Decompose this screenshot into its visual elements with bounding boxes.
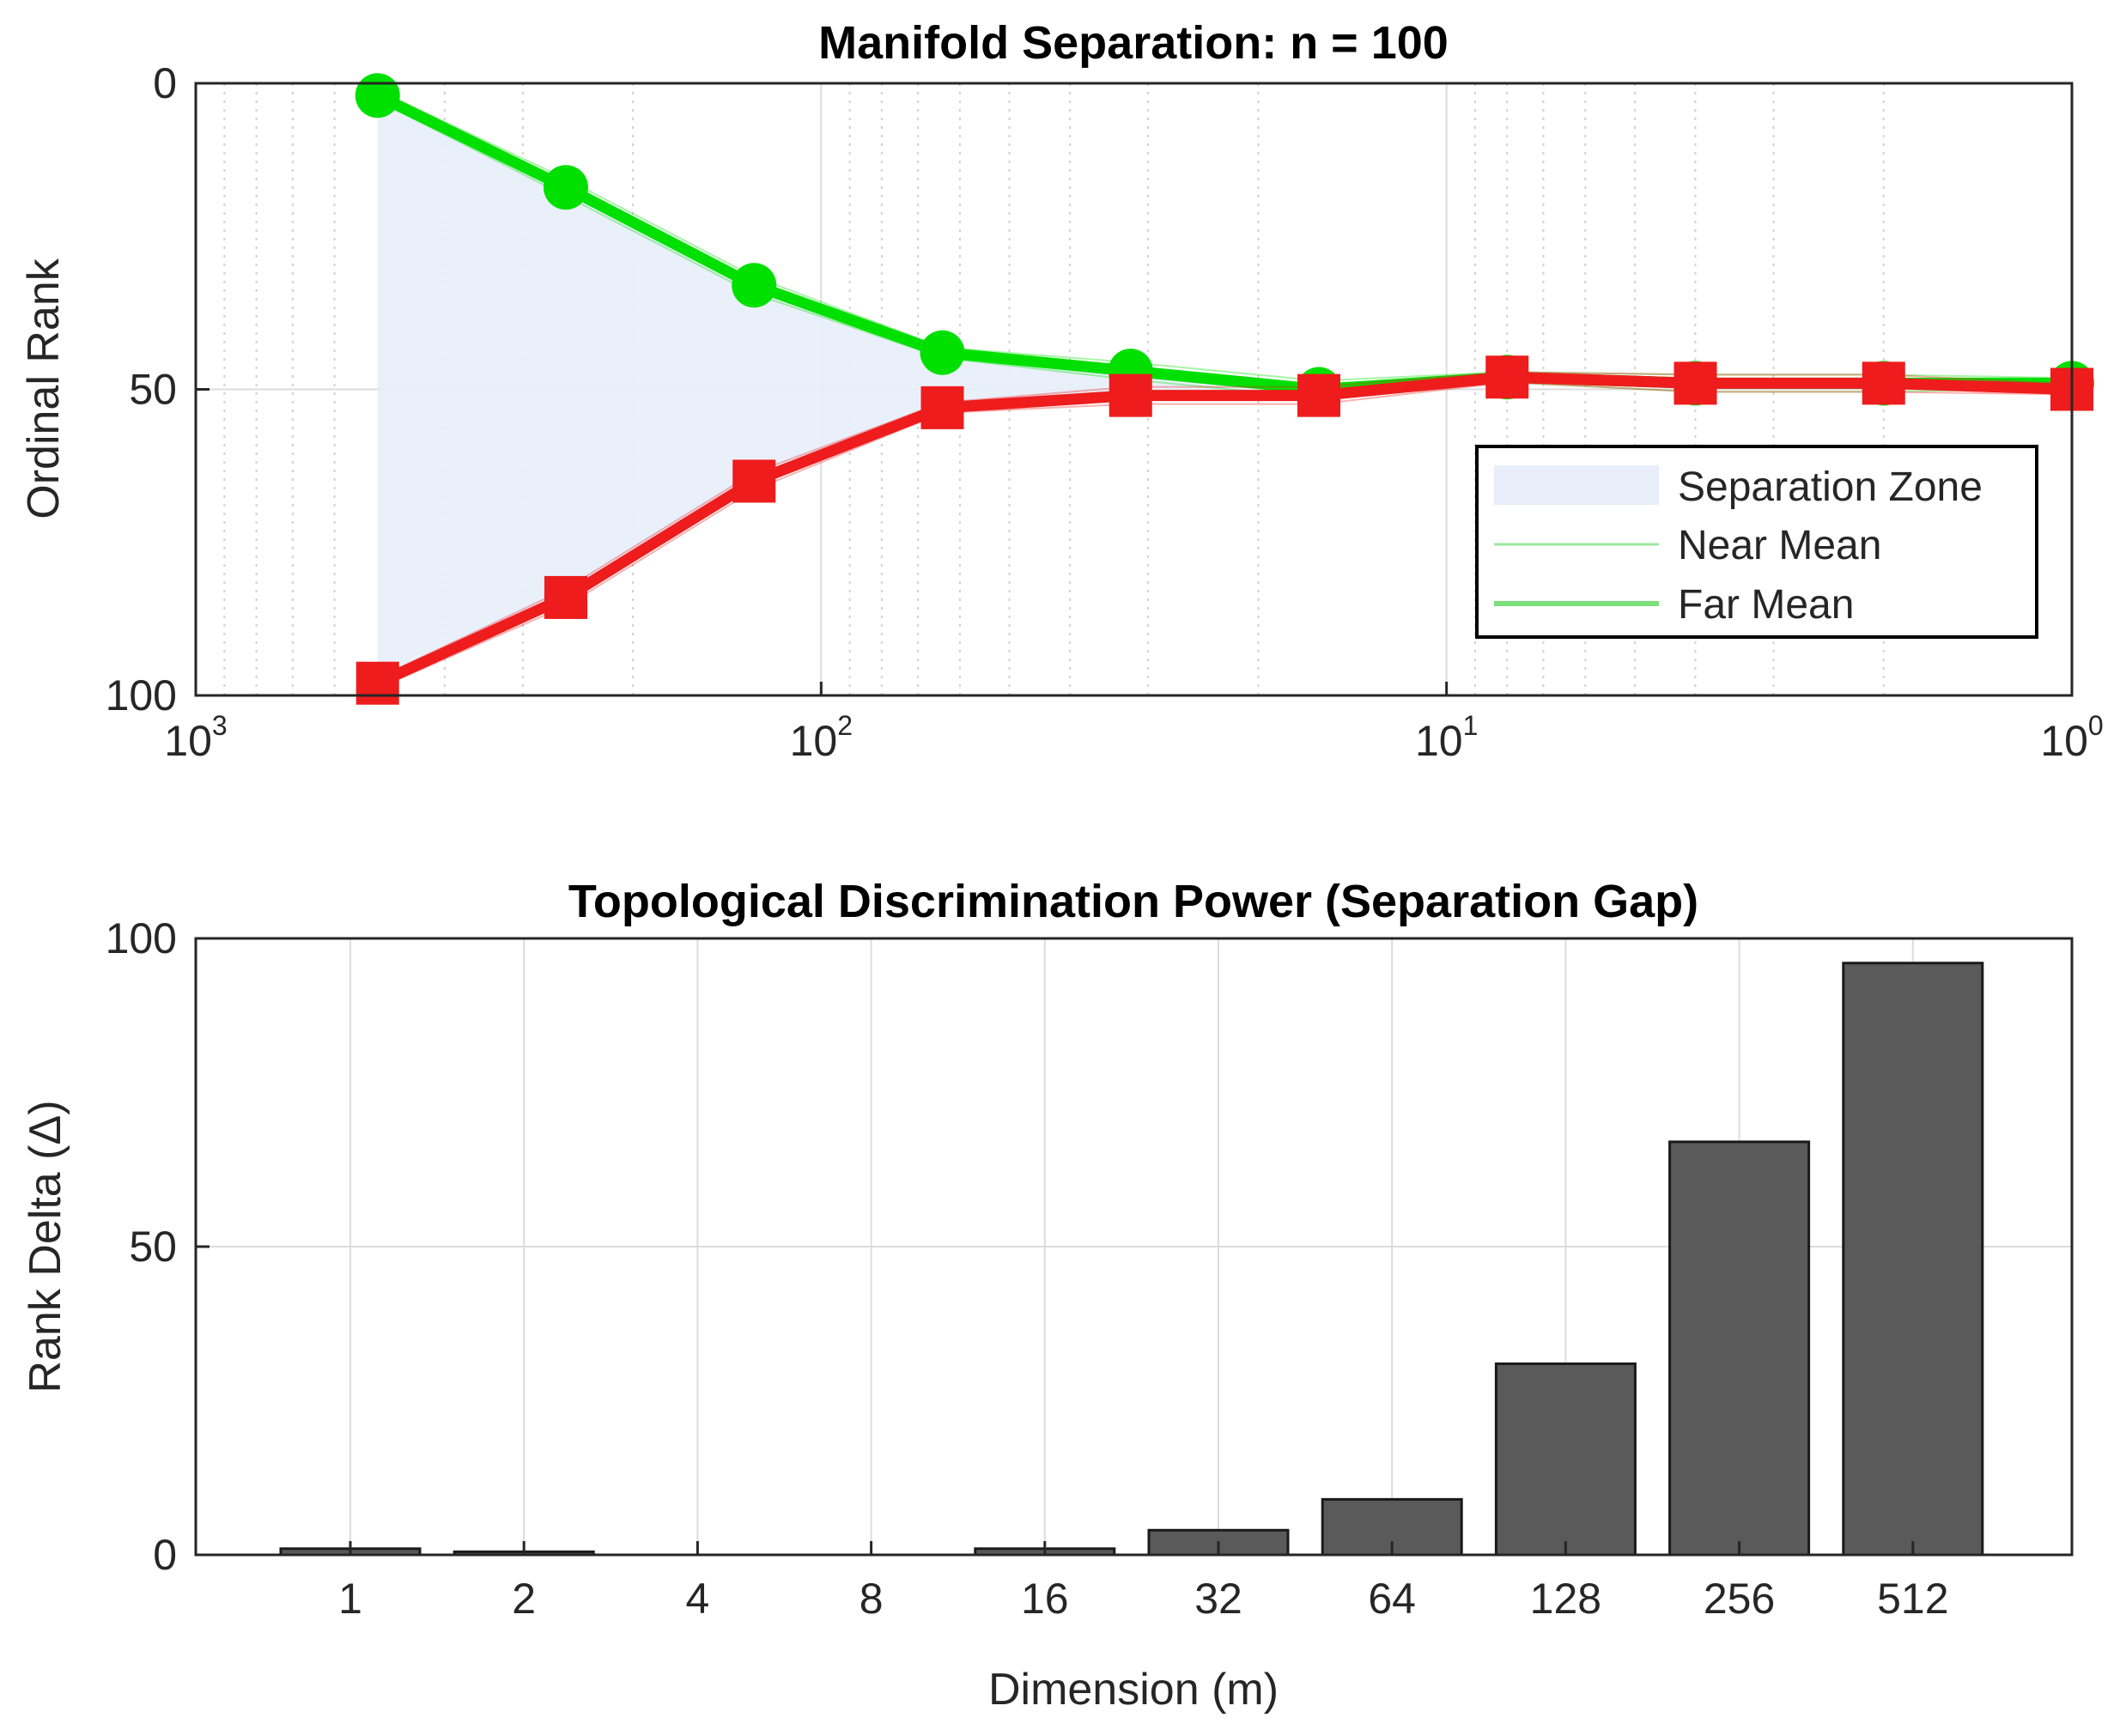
series-marker-circle — [920, 330, 965, 375]
bottom-y-axis-label: Rank Delta (Δ) — [21, 1100, 70, 1393]
x-tick-label: 103 — [164, 710, 227, 765]
legend-label-near-mean: Near Mean — [1678, 523, 1881, 568]
series-marker-square — [1297, 373, 1340, 417]
x-tick-label: 128 — [1530, 1575, 1601, 1623]
y-tick-label: 0 — [153, 1531, 177, 1579]
x-tick-label: 1 — [338, 1575, 362, 1623]
legend: Separation Zone Near Mean Far Mean — [1475, 445, 2038, 639]
bar — [1494, 1362, 1637, 1557]
series-marker-square — [1862, 361, 1905, 405]
series-marker-square — [920, 385, 964, 429]
x-tick-label: 16 — [1021, 1575, 1069, 1623]
x-tick-label: 8 — [860, 1575, 884, 1623]
trial-line — [377, 381, 2073, 689]
x-tick-label: 512 — [1877, 1575, 1948, 1623]
series-line — [375, 371, 2073, 689]
series-marker-circle — [543, 165, 588, 210]
trial-line — [377, 371, 2073, 679]
x-tick-label: 102 — [790, 710, 853, 765]
trial-line — [377, 100, 2073, 399]
series-marker-square — [732, 459, 776, 503]
series-marker-square — [1109, 373, 1152, 417]
top-chart-title: Manifold Separation: n = 100 — [818, 17, 1449, 69]
bottom-chart-title: Topological Discrimination Power (Separa… — [568, 876, 1698, 927]
x-tick-label: 4 — [685, 1575, 709, 1623]
y-tick-label: 0 — [153, 59, 177, 107]
x-tick-label: 101 — [1415, 710, 1478, 765]
y-tick-label: 100 — [106, 671, 177, 719]
series-marker-circle — [355, 73, 400, 118]
series-marker-square — [1485, 355, 1529, 399]
y-tick-label: 50 — [129, 1223, 177, 1271]
bar — [1842, 962, 1984, 1557]
series-marker-circle — [732, 263, 777, 308]
separation-zone — [377, 95, 2072, 683]
x-tick-label: 100 — [2040, 710, 2103, 765]
series-marker-square — [1673, 361, 1717, 405]
legend-label-far-mean: Far Mean — [1678, 582, 1854, 628]
legend-fill-swatch — [1494, 465, 1659, 505]
series-marker-square — [544, 575, 587, 619]
x-tick-label: 256 — [1704, 1575, 1775, 1623]
x-tick-label: 64 — [1368, 1575, 1416, 1623]
y-tick-label: 100 — [106, 914, 177, 962]
top-y-axis-label: Ordinal Rank — [19, 258, 69, 519]
legend-label-separation-zone: Separation Zone — [1678, 464, 1983, 510]
x-tick-label: 32 — [1194, 1575, 1242, 1623]
trial-line — [377, 89, 2073, 382]
x-tick-label: 2 — [512, 1575, 536, 1623]
discrimination-power-chart: Topological Discrimination Power (Separa… — [21, 876, 2074, 1715]
separation-zone-fill — [377, 95, 2072, 683]
bottom-ticks: 0 50 100 1 2 4 8 16 32 64 128 256 512 — [106, 914, 1949, 1623]
series-marker-square — [355, 661, 399, 705]
y-tick-label: 50 — [129, 366, 177, 414]
bar — [1668, 1140, 1811, 1557]
bottom-x-axis-label: Dimension (m) — [988, 1665, 1279, 1715]
